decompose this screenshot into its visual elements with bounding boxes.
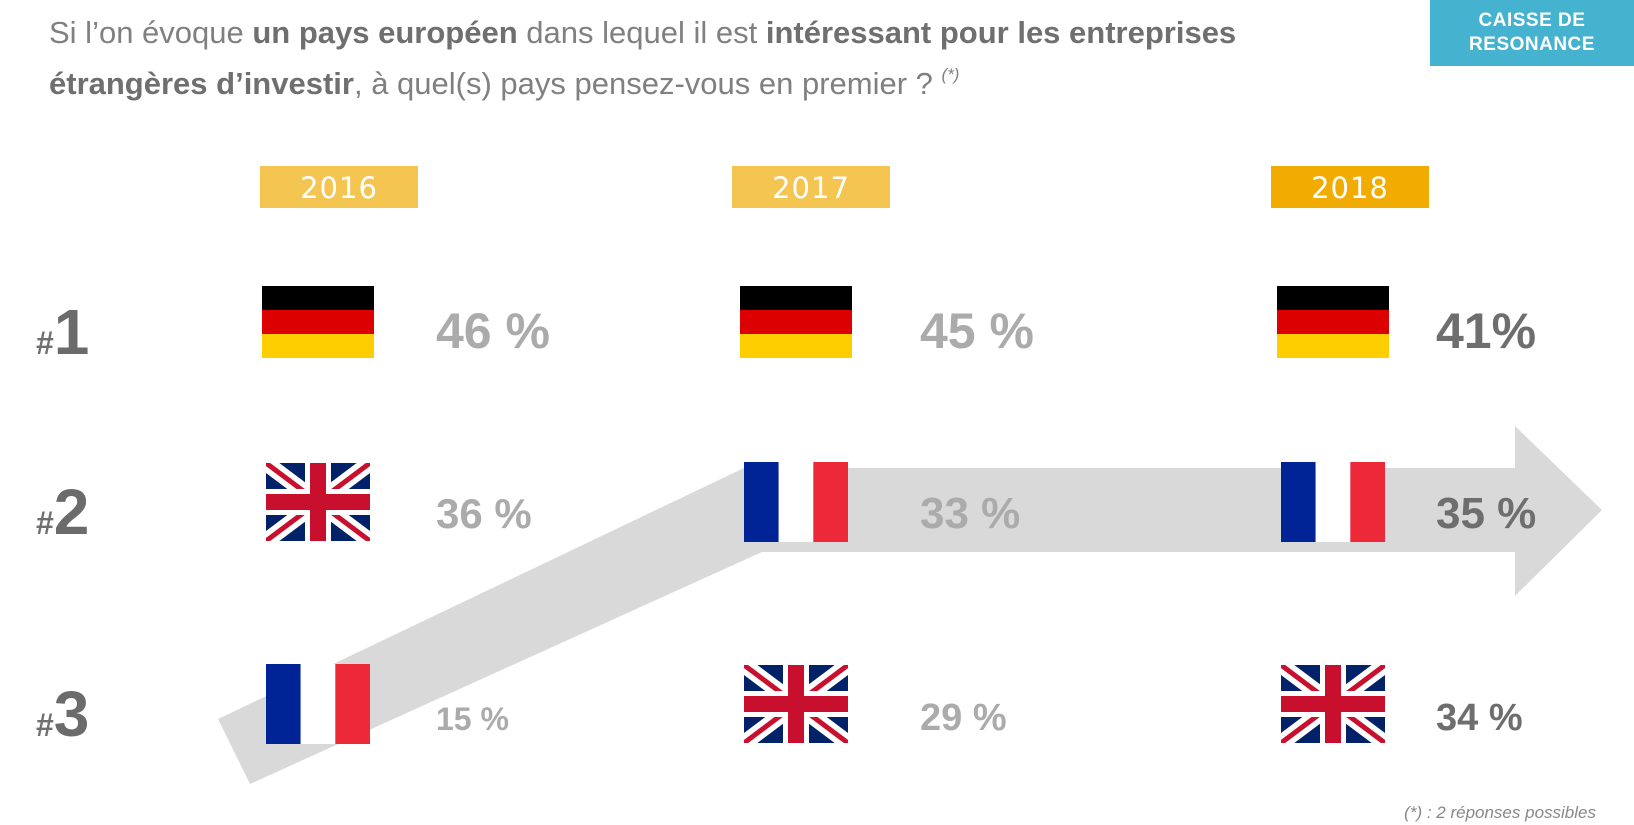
year-header-2017: 2017 xyxy=(732,166,890,208)
flag-cross-red xyxy=(1281,696,1385,712)
flag-stripe xyxy=(262,286,374,310)
germany-flag-icon xyxy=(262,286,374,358)
value-label-2016-rank1: 46 % xyxy=(436,303,550,359)
year-header-2018: 2018 xyxy=(1271,166,1429,208)
year-badge xyxy=(732,166,890,208)
flag-stripe xyxy=(1315,462,1351,542)
flag-stripe xyxy=(1350,462,1385,542)
france-flag-icon xyxy=(744,462,848,542)
rank-hash: # xyxy=(36,325,54,361)
flag-stripe xyxy=(813,462,848,542)
rank-number: 1 xyxy=(54,296,90,368)
rank-label-1: #1 xyxy=(36,296,89,368)
flag-stripe xyxy=(266,664,301,744)
rank-number: 3 xyxy=(54,678,90,750)
rank-number: 2 xyxy=(54,476,90,548)
flag-stripe xyxy=(1281,462,1316,542)
uk-flag-icon xyxy=(744,665,848,743)
year-label: 2018 xyxy=(1311,171,1389,205)
question-part: , à quel(s) pays pensez-vous en premier … xyxy=(353,66,942,101)
uk-flag-icon xyxy=(1281,665,1385,743)
flag-stripe xyxy=(740,334,852,358)
rank-label-2: #2 xyxy=(36,476,89,548)
value-label-2017-rank2: 33 % xyxy=(920,489,1020,538)
question-note: (*) xyxy=(941,65,960,84)
rank-hash: # xyxy=(36,505,54,541)
flag-cross-red xyxy=(266,494,370,510)
flag-body xyxy=(744,665,848,743)
value-label-2016-rank2: 36 % xyxy=(436,490,532,537)
flag-stripe xyxy=(262,334,374,358)
uk-flag-icon xyxy=(266,463,370,541)
flag-stripe xyxy=(744,462,779,542)
value-label-2018-rank2: 35 % xyxy=(1436,489,1536,538)
flag-stripe xyxy=(262,310,374,334)
flag-stripe xyxy=(1277,286,1389,310)
brand-line-2: RESONANCE xyxy=(1469,34,1595,55)
value-label-2017-rank1: 45 % xyxy=(920,303,1034,359)
flag-stripe xyxy=(300,664,336,744)
france-flag-icon xyxy=(266,664,370,744)
germany-flag-icon xyxy=(1277,286,1389,358)
flag-body xyxy=(266,463,370,541)
flag-cross-red xyxy=(744,696,848,712)
brand-line-1: CAISSE DE xyxy=(1478,10,1586,31)
trend-arrow xyxy=(218,426,1602,784)
question-part: Si l’on évoque xyxy=(49,15,253,50)
footnote: (*) : 2 réponses possibles xyxy=(1404,803,1596,822)
germany-flag-icon xyxy=(740,286,852,358)
year-badge xyxy=(1271,166,1429,208)
question-part: un pays européen xyxy=(252,15,518,50)
year-label: 2016 xyxy=(300,171,378,205)
flag-stripe xyxy=(778,462,814,542)
flag-body xyxy=(1281,665,1385,743)
question-part: intéressant pour les entreprises étrangè… xyxy=(49,15,1237,101)
value-label-2018-rank3: 34 % xyxy=(1436,697,1523,739)
flag-stripe xyxy=(1277,334,1389,358)
question-part: dans lequel il est xyxy=(517,15,766,50)
year-label: 2017 xyxy=(772,171,850,205)
year-badge xyxy=(260,166,418,208)
flag-stripe xyxy=(335,664,370,744)
france-flag-icon xyxy=(1281,462,1385,542)
brand-badge: CAISSE DE RESONANCE xyxy=(1430,0,1634,66)
flag-stripe xyxy=(740,286,852,310)
survey-question: Si l’on évoque un pays européen dans leq… xyxy=(49,12,1369,105)
flag-stripe xyxy=(1277,310,1389,334)
rank-hash: # xyxy=(36,707,54,743)
value-label-2017-rank3: 29 % xyxy=(920,697,1007,739)
flag-stripe xyxy=(740,310,852,334)
value-label-2016-rank3: 15 % xyxy=(436,701,509,737)
value-label-2018-rank1: 41% xyxy=(1436,303,1536,359)
rank-label-3: #3 xyxy=(36,678,89,750)
year-header-2016: 2016 xyxy=(260,166,418,208)
